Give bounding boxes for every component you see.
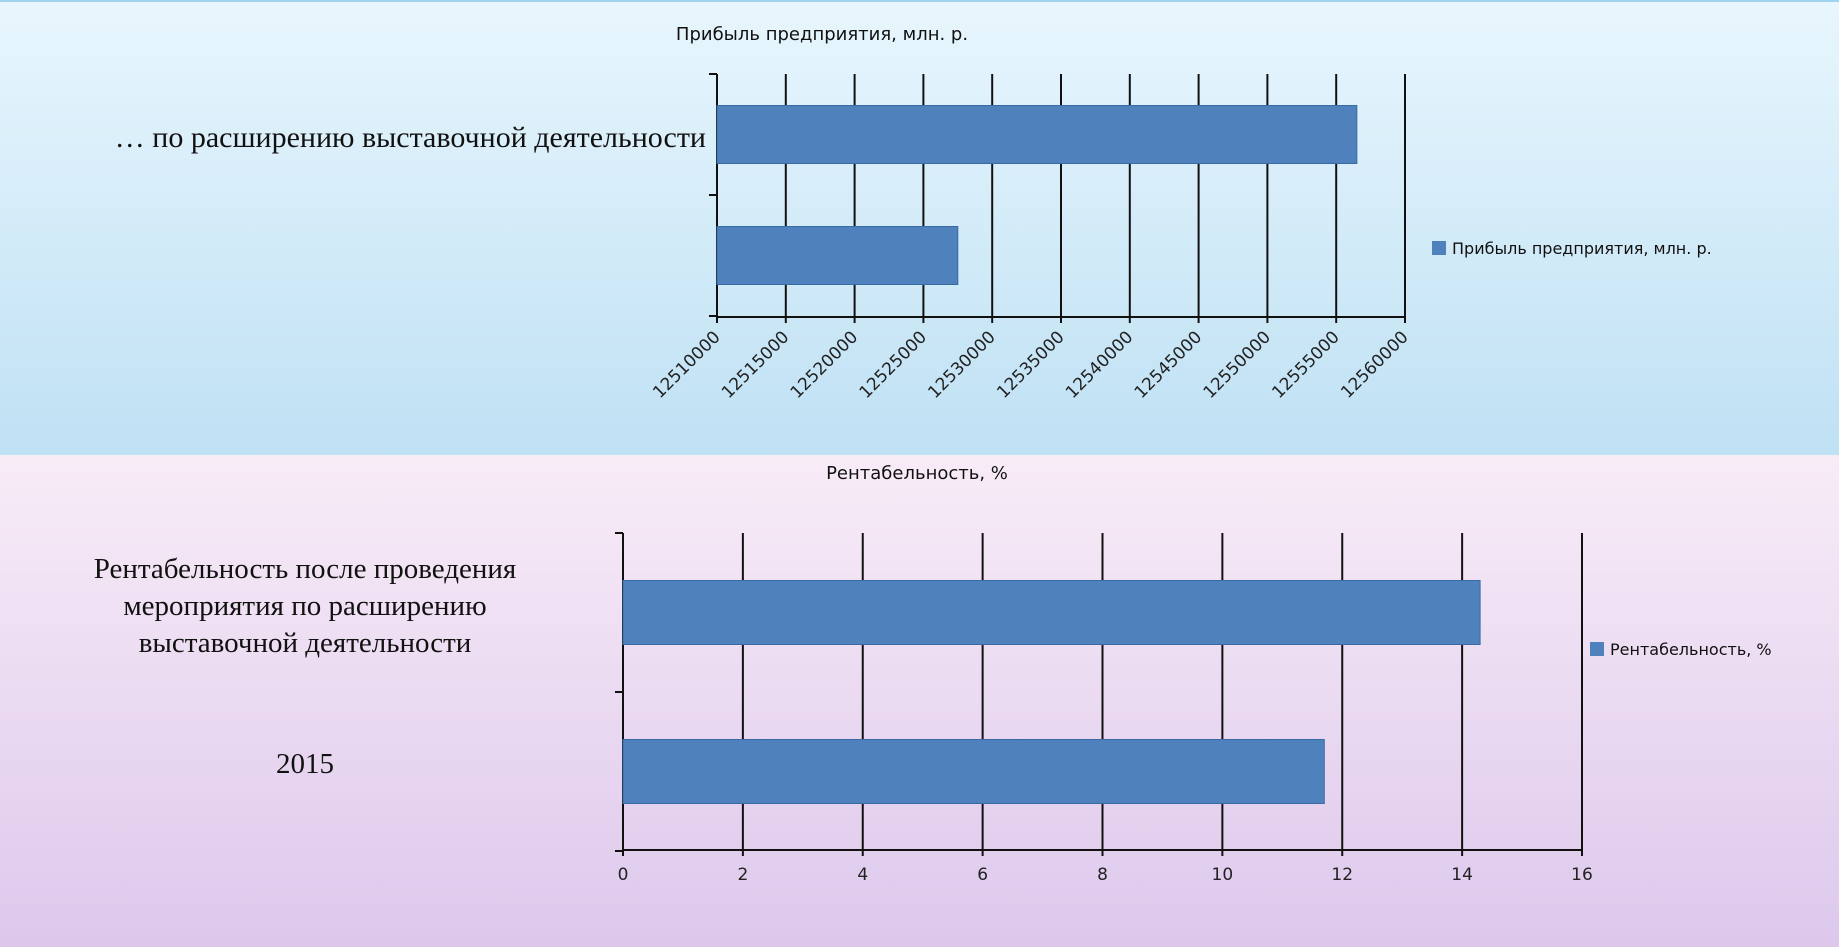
category-label: … по расширению выставочной деятельности <box>115 121 706 154</box>
x-tick-label: 12550000 <box>1200 327 1275 402</box>
x-tick-label: 12555000 <box>1268 327 1343 402</box>
x-tick-label: 16 <box>1571 865 1593 885</box>
legend-swatch <box>1590 642 1604 656</box>
x-tick-label: 4 <box>857 865 868 885</box>
profitability-chart-panel: Рентабельность, % 0 2 4 6 8 10 12 14 16 Рентабельн… <box>0 455 1839 947</box>
category-label: выставочной деятельности <box>139 627 472 659</box>
legend-swatch <box>1432 241 1446 255</box>
x-tick-label: 14 <box>1451 865 1473 885</box>
profitability-chart: Рентабельность, % 0 2 4 6 8 10 12 14 16 Рентабельн… <box>94 463 1772 885</box>
x-tick-label: 12540000 <box>1062 327 1137 402</box>
category-label: мероприятия по расширению <box>123 590 486 622</box>
bar <box>716 105 1358 164</box>
bar <box>622 580 1481 645</box>
legend-label: Прибыль предприятия, млн. р. <box>1452 239 1712 258</box>
x-tick-label: 0 <box>618 865 629 885</box>
x-tick-label: 12 <box>1331 865 1353 885</box>
x-tick-label: 12560000 <box>1337 327 1412 402</box>
x-tick-label: 10 <box>1212 865 1234 885</box>
x-tick-label: 12525000 <box>856 327 931 402</box>
bar <box>622 739 1325 804</box>
legend-label: Рентабельность, % <box>1610 640 1772 659</box>
x-tick-label: 8 <box>1097 865 1108 885</box>
chart-title: Прибыль предприятия, млн. р. <box>676 24 968 45</box>
x-tick-label: 12535000 <box>993 327 1068 402</box>
profit-chart-panel: Прибыль предприятия, млн. р. 12510000 1251… <box>0 0 1839 455</box>
x-tick-label: 12510000 <box>649 327 724 402</box>
x-tick-label: 12520000 <box>787 327 862 402</box>
x-tick-label: 12530000 <box>924 327 999 402</box>
x-tick-label: 12515000 <box>718 327 793 402</box>
category-label: 2015 <box>276 748 334 780</box>
bar <box>716 226 959 285</box>
profit-chart: Прибыль предприятия, млн. р. 125100001251… <box>115 24 1712 403</box>
x-tick-label: 2 <box>737 865 748 885</box>
chart-title: Рентабельность, % <box>826 463 1008 484</box>
x-tick-label: 6 <box>977 865 988 885</box>
category-label: Рентабельность после проведения <box>94 553 516 585</box>
x-tick-label: 12545000 <box>1131 327 1206 402</box>
